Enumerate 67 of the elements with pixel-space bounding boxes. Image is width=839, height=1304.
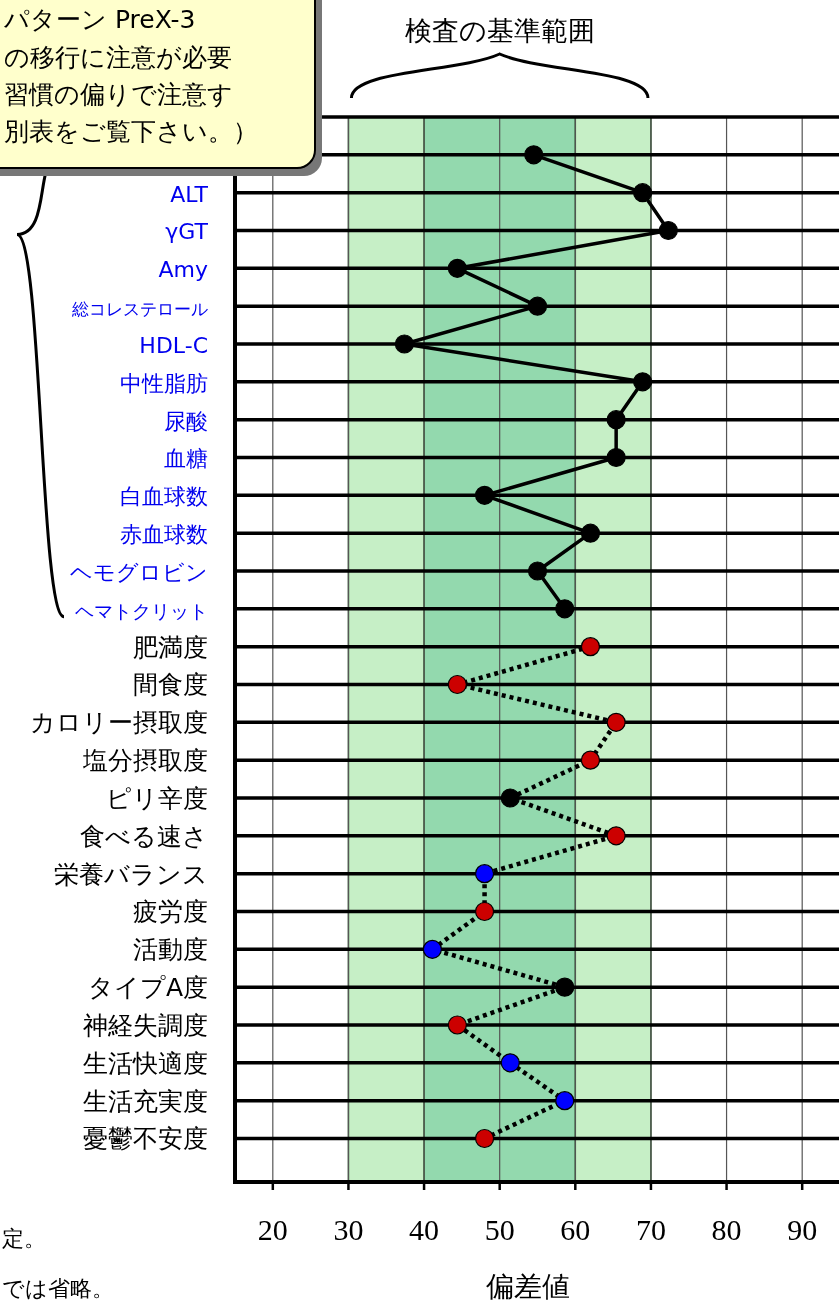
- point: [606, 410, 626, 430]
- point: [580, 637, 601, 657]
- point: [580, 750, 601, 770]
- y-tick-label: Amy: [158, 257, 208, 283]
- point: [474, 864, 495, 884]
- point: [606, 712, 626, 732]
- y-tick-label: γGT: [165, 219, 209, 245]
- y-tick-label: 疲労度: [133, 897, 208, 927]
- point: [658, 220, 678, 241]
- text: パターン PreX-3: [3, 5, 196, 34]
- y-tick-label: 栄養バランス: [54, 859, 208, 889]
- point: [555, 599, 575, 619]
- y-tick-label: 赤血球数: [120, 522, 208, 548]
- y-tick-label: カロリー摂取度: [30, 708, 208, 738]
- y-tick-label: 中性脂肪: [120, 370, 208, 396]
- y-tick-label: タイプA度: [87, 973, 208, 1003]
- y-tick-label: 白血球数: [120, 484, 208, 510]
- y-tick-label: 総コレステロール: [71, 299, 208, 320]
- point: [474, 1128, 495, 1149]
- point: [527, 296, 548, 316]
- y-tick-label: 神経失調度: [83, 1010, 208, 1040]
- band-label: 検査の基準範囲: [404, 15, 595, 46]
- point: [606, 826, 626, 846]
- x-axis-title: 偏差値: [485, 1270, 570, 1303]
- point: [422, 939, 442, 959]
- y-tick-label: 塩分摂取度: [82, 746, 208, 776]
- point: [527, 561, 548, 581]
- y-tick-label: ヘモグロビン: [70, 560, 208, 585]
- point: [633, 372, 653, 392]
- y-tick-label: 肥満度: [133, 632, 208, 662]
- text: 定。: [2, 1226, 46, 1251]
- y-tick-label: 生活快適度: [83, 1048, 208, 1078]
- y-tick-label: 食べる速さ: [80, 821, 208, 851]
- point: [447, 674, 467, 695]
- point: [524, 145, 544, 165]
- x-tick-label: 90: [787, 1213, 818, 1246]
- y-tick-label: ピリ辛度: [106, 783, 208, 813]
- text: では省略。: [2, 1276, 114, 1301]
- y-tick-label: 憂鬱不安度: [83, 1124, 208, 1154]
- point: [474, 901, 495, 922]
- x-tick-label: 30: [333, 1213, 364, 1246]
- x-tick-label: 40: [409, 1213, 440, 1246]
- point: [555, 1091, 575, 1111]
- y-tick-label: ALT: [170, 181, 209, 207]
- text: 習慣の偏りで注意す: [4, 80, 233, 109]
- y-tick-label: 生活充実度: [83, 1086, 208, 1116]
- x-tick-label: 60: [560, 1213, 591, 1246]
- y-tick-label: ヘマトクリット: [75, 599, 208, 623]
- y-tick-label: HDL-C: [139, 333, 208, 358]
- y-tick-label: 間食度: [133, 670, 208, 700]
- x-tick-label: 20: [257, 1213, 288, 1246]
- point: [474, 485, 495, 505]
- y-tick-label: 活動度: [133, 935, 208, 965]
- point: [580, 523, 601, 543]
- point: [500, 1053, 520, 1073]
- point: [447, 258, 467, 278]
- x-tick-label: 50: [484, 1213, 515, 1246]
- y-tick-label: 尿酸: [164, 408, 208, 434]
- x-tick-label: 70: [635, 1213, 666, 1246]
- text: の移行に注意が必要: [4, 43, 232, 72]
- point: [633, 183, 653, 203]
- point: [606, 447, 626, 468]
- point: [447, 1015, 467, 1035]
- point: [394, 334, 414, 354]
- annotation: 別表をご覧下さい。）: [4, 117, 258, 146]
- x-tick-label: 80: [711, 1213, 742, 1246]
- y-tick-label: 血糖: [164, 446, 208, 472]
